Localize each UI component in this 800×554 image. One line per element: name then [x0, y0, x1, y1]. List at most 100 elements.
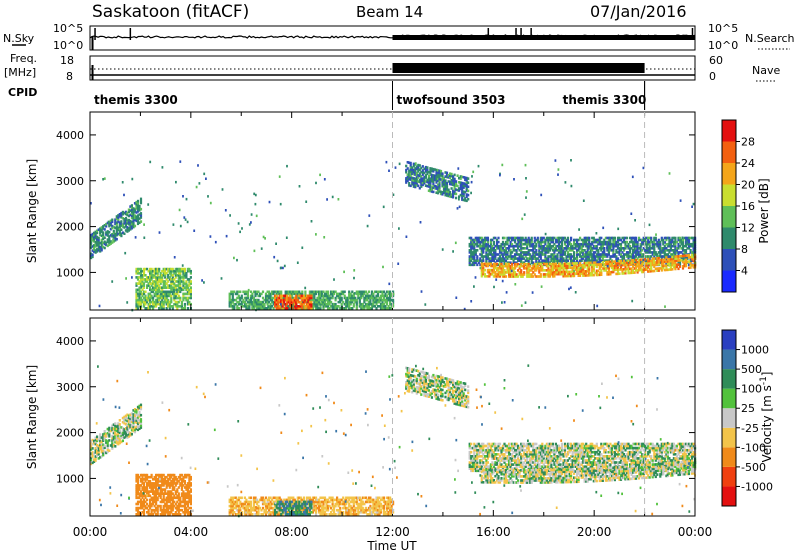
echo-cell [607, 264, 610, 268]
echo-cell [523, 242, 526, 246]
echo-cell [310, 307, 313, 310]
echo-cell [296, 290, 299, 294]
echo-cell [497, 259, 500, 262]
echo-cell [511, 251, 514, 254]
echo-cell [452, 193, 455, 197]
echo-cell [111, 445, 114, 448]
echo-cell [183, 286, 186, 289]
echo-cell [674, 242, 677, 246]
echo-cell [415, 171, 418, 175]
echo-cell [639, 251, 642, 254]
echo-cell [468, 251, 471, 254]
echo-cell [644, 240, 647, 244]
echo-cell [127, 214, 130, 218]
echo-cell [120, 228, 123, 231]
echo-cell [488, 268, 491, 272]
echo-cell [411, 172, 414, 176]
echo-cell [146, 482, 149, 485]
echo-cell [514, 264, 517, 268]
echo-cell [349, 296, 352, 300]
echo-cell [290, 292, 293, 296]
echo-cell [536, 264, 539, 268]
echo-cell [266, 296, 269, 300]
echo-cell [94, 243, 97, 246]
echo-cell [669, 257, 672, 261]
echo-cell [282, 266, 284, 270]
echo-cell [580, 266, 583, 269]
echo-cell [495, 238, 499, 242]
echo-cell [96, 239, 99, 243]
echo-cell [176, 290, 179, 294]
echo-cell [483, 275, 486, 278]
echo-cell [506, 269, 509, 272]
echo-cell [683, 258, 686, 262]
echo-cell [627, 265, 630, 269]
echo-cell [579, 262, 582, 265]
echo-cell [293, 292, 296, 296]
echo-cell [147, 282, 150, 285]
echo-cell [182, 274, 185, 277]
echo-cell [99, 233, 102, 237]
echo-cell [506, 240, 509, 244]
echo-cell [124, 229, 127, 232]
echo-cell [526, 269, 529, 272]
echo-cell [615, 272, 618, 276]
echo-cell [150, 490, 153, 493]
echo-cell [100, 454, 103, 458]
echo-cell [515, 249, 518, 252]
echo-cell [153, 302, 156, 306]
echo-cell [601, 257, 604, 260]
echo-cell [553, 264, 556, 268]
echo-cell [220, 277, 223, 280]
echo-cell [526, 251, 529, 254]
echo-cell [480, 238, 483, 242]
echo-cell [498, 249, 502, 252]
echo-cell [117, 442, 120, 446]
echo-cell [385, 300, 389, 304]
echo-cell [130, 432, 133, 436]
echo-cell [545, 249, 548, 252]
echo-cell [279, 202, 282, 206]
echo-cell [501, 259, 505, 262]
echo-cell [130, 212, 133, 216]
freq-tick-top: 18 [60, 54, 74, 67]
echo-cell [530, 257, 533, 260]
echo-cell [504, 242, 508, 246]
echo-cell [677, 242, 680, 246]
echo-cell [630, 259, 633, 262]
echo-cell [376, 300, 380, 304]
echo-cell [382, 302, 386, 306]
echo-cell [636, 242, 639, 246]
echo-cell [491, 247, 494, 250]
echo-cell [527, 262, 530, 266]
echo-cell [390, 298, 393, 302]
echo-cell [185, 298, 188, 302]
echo-cell [465, 183, 468, 186]
echo-cell [153, 305, 156, 308]
echo-cell [112, 431, 115, 435]
echo-cell [156, 296, 159, 300]
echo-cell [152, 282, 155, 285]
echo-cell [167, 269, 170, 273]
echo-cell [146, 498, 149, 502]
echo-cell [136, 298, 140, 302]
echo-cell [155, 272, 158, 275]
echo-cell [474, 249, 477, 252]
echo-cell [90, 233, 93, 237]
echo-cell [149, 480, 152, 483]
echo-cell [152, 500, 155, 504]
echo-cell [600, 249, 603, 252]
echo-cell [589, 263, 592, 267]
echo-cell [149, 280, 152, 283]
echo-cell [686, 236, 689, 240]
echo-cell [126, 228, 129, 231]
echo-cell [120, 440, 123, 444]
echo-cell [363, 307, 366, 310]
echo-cell [183, 302, 186, 306]
echo-cell [245, 307, 248, 310]
echo-cell [545, 238, 548, 242]
echo-cell [133, 418, 137, 421]
echo-cell [387, 296, 390, 300]
echo-cell [243, 302, 246, 306]
echo-cell [548, 238, 551, 242]
